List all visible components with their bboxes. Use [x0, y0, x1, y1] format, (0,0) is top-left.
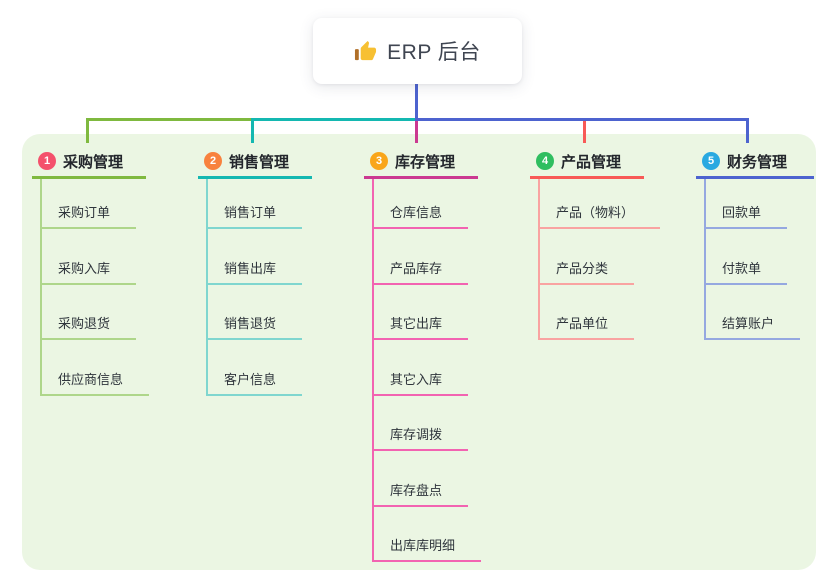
connector-horizontal-finance	[415, 118, 749, 121]
branch-product: 4 产品管理 产品（物料） 产品分类 产品单位	[530, 146, 661, 340]
child-topic: 采购入库	[42, 229, 149, 285]
child-label[interactable]: 产品分类	[540, 258, 635, 285]
child-label[interactable]: 产品库存	[374, 258, 469, 285]
child-label[interactable]: 仓库信息	[374, 202, 469, 229]
branch-label: 产品管理	[561, 153, 622, 171]
child-label[interactable]: 产品单位	[540, 313, 635, 340]
connector-drop-inventory	[415, 121, 418, 143]
child-topic: 其它出库	[374, 285, 481, 340]
branch-purchase: 1 采购管理 采购订单 采购入库 采购退货 供应商信息	[32, 146, 150, 396]
root-node[interactable]: ERP 后台	[313, 18, 522, 84]
branch-children: 仓库信息 产品库存 其它出库 其它入库 库存调拨 库存盘点 出库库明细	[372, 179, 482, 562]
branch-header-purchase[interactable]: 1 采购管理	[32, 146, 146, 179]
branch-header-sales[interactable]: 2 销售管理	[198, 146, 312, 179]
connector-horizontal-purchase	[86, 118, 251, 121]
connector-drop-sales	[251, 118, 254, 143]
child-label[interactable]: 销售退货	[208, 313, 303, 340]
badge-2: 2	[204, 152, 222, 170]
child-topic: 产品分类	[540, 229, 660, 285]
branch-header-inventory[interactable]: 3 库存管理	[364, 146, 478, 179]
branch-children: 采购订单 采购入库 采购退货 供应商信息	[40, 179, 150, 396]
child-topic: 出库库明细	[374, 507, 482, 562]
branch-children: 回款单 付款单 结算账户	[704, 179, 801, 340]
child-topic: 仓库信息	[374, 179, 481, 229]
mindmap-panel	[22, 134, 816, 570]
branch-header-finance[interactable]: 5 财务管理	[696, 146, 814, 179]
child-label[interactable]: 出库库明细	[374, 535, 482, 562]
branch-header-product[interactable]: 4 产品管理	[530, 146, 644, 179]
child-topic: 其它入库	[374, 340, 481, 396]
child-topic: 销售订单	[208, 179, 303, 229]
child-label[interactable]: 回款单	[706, 202, 788, 229]
branch-label: 财务管理	[727, 153, 788, 171]
child-label[interactable]: 客户信息	[208, 369, 303, 396]
child-label[interactable]: 库存盘点	[374, 480, 469, 507]
child-topic: 产品（物料）	[540, 179, 661, 229]
connector-drop-product	[583, 121, 586, 143]
child-topic: 供应商信息	[42, 340, 150, 396]
child-label[interactable]: 供应商信息	[42, 369, 150, 396]
branch-sales: 2 销售管理 销售订单 销售出库 销售退货 客户信息	[198, 146, 312, 396]
child-topic: 产品库存	[374, 229, 481, 285]
child-label[interactable]: 其它入库	[374, 369, 469, 396]
child-topic: 库存调拨	[374, 396, 481, 451]
child-topic: 付款单	[706, 229, 800, 285]
child-label[interactable]: 销售出库	[208, 258, 303, 285]
badge-5: 5	[702, 152, 720, 170]
child-label[interactable]: 采购订单	[42, 202, 137, 229]
thumbs-up-icon	[354, 40, 377, 63]
child-label[interactable]: 采购入库	[42, 258, 137, 285]
connector-drop-finance	[746, 118, 749, 143]
branch-label: 库存管理	[395, 153, 456, 171]
connector-root-vertical	[415, 84, 418, 121]
badge-1: 1	[38, 152, 56, 170]
child-label[interactable]: 库存调拨	[374, 424, 469, 451]
child-topic: 回款单	[706, 179, 800, 229]
branch-label: 采购管理	[63, 153, 124, 171]
child-topic: 产品单位	[540, 285, 660, 340]
connector-horizontal-sales	[251, 118, 418, 121]
child-label[interactable]: 付款单	[706, 258, 788, 285]
child-topic: 采购退货	[42, 285, 149, 340]
child-topic: 销售退货	[208, 285, 303, 340]
child-topic: 库存盘点	[374, 451, 481, 507]
child-label[interactable]: 产品（物料）	[540, 202, 661, 229]
child-label[interactable]: 其它出库	[374, 313, 469, 340]
badge-3: 3	[370, 152, 388, 170]
badge-4: 4	[536, 152, 554, 170]
child-label[interactable]: 销售订单	[208, 202, 303, 229]
child-topic: 客户信息	[208, 340, 303, 396]
child-topic: 结算账户	[706, 285, 801, 340]
branch-children: 销售订单 销售出库 销售退货 客户信息	[206, 179, 303, 396]
branch-finance: 5 财务管理 回款单 付款单 结算账户	[696, 146, 814, 340]
branch-children: 产品（物料） 产品分类 产品单位	[538, 179, 661, 340]
branch-label: 销售管理	[229, 153, 290, 171]
child-label[interactable]: 结算账户	[706, 313, 801, 340]
child-label[interactable]: 采购退货	[42, 313, 137, 340]
connector-drop-purchase	[86, 118, 89, 143]
branch-inventory: 3 库存管理 仓库信息 产品库存 其它出库 其它入库 库存调拨 库存盘点 出库库…	[364, 146, 482, 562]
child-topic: 采购订单	[42, 179, 149, 229]
root-title: ERP 后台	[387, 41, 481, 64]
child-topic: 销售出库	[208, 229, 303, 285]
